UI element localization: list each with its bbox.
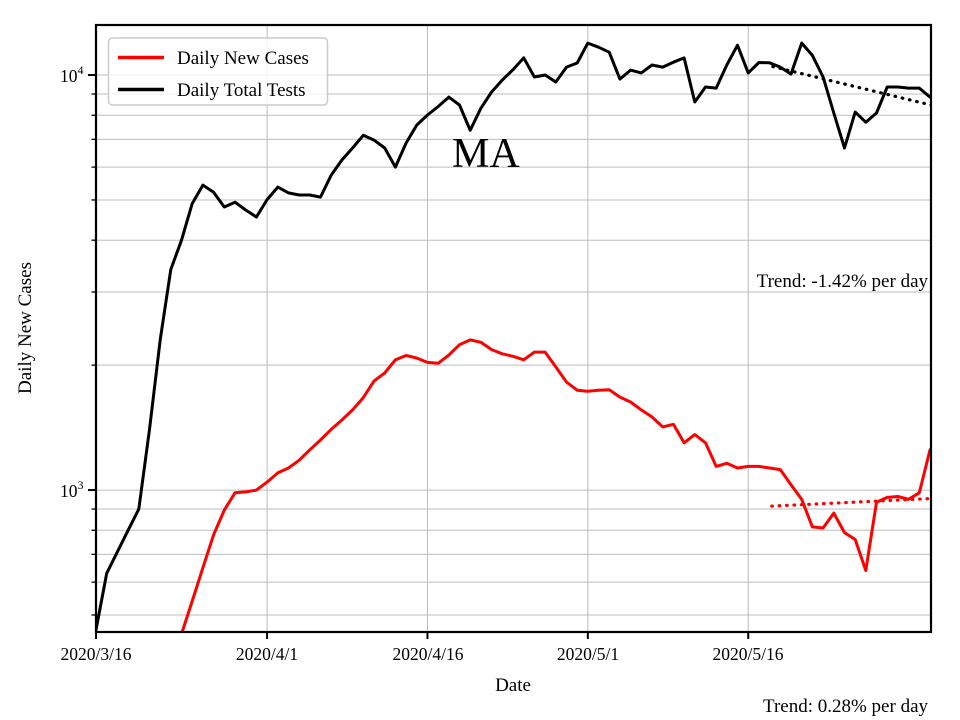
tests-trend-annotation: Trend: -1.42% per day — [757, 271, 929, 292]
x-tick-label: 2020/4/1 — [236, 644, 298, 664]
x-tick-label: 2020/5/16 — [713, 644, 784, 664]
legend: Daily New Cases Daily Total Tests — [107, 37, 329, 106]
trend-lines — [770, 64, 931, 508]
cases-trend — [770, 496, 931, 508]
y-tick-label: 103 — [60, 478, 84, 501]
series-line-1 — [96, 41, 931, 632]
plot-frame — [94, 23, 933, 634]
axis-ticks — [88, 74, 750, 639]
x-tick-label: 2020/3/16 — [61, 644, 132, 664]
x-tick-label: 2020/5/1 — [557, 644, 619, 664]
y-tick-label: 104 — [60, 63, 84, 86]
x-axis-tick-labels: 2020/3/16 2020/4/1 2020/4/16 2020/5/1 20… — [61, 644, 784, 664]
x-tick-label: 2020/4/16 — [393, 644, 464, 664]
legend-label-cases: Daily New Cases — [177, 48, 309, 69]
y-axis-title: Daily New Cases — [15, 262, 36, 394]
data-series — [96, 41, 931, 632]
legend-label-tests: Daily Total Tests — [177, 80, 306, 101]
state-annotation: MA — [452, 131, 520, 177]
tests-trend — [771, 64, 931, 107]
cases-trend-annotation: Trend: 0.28% per day — [763, 696, 928, 717]
x-axis-title: Date — [495, 675, 531, 696]
series-line-0 — [180, 338, 931, 632]
y-axis-tick-labels: 104 103 — [60, 63, 84, 501]
gridlines — [96, 25, 931, 632]
